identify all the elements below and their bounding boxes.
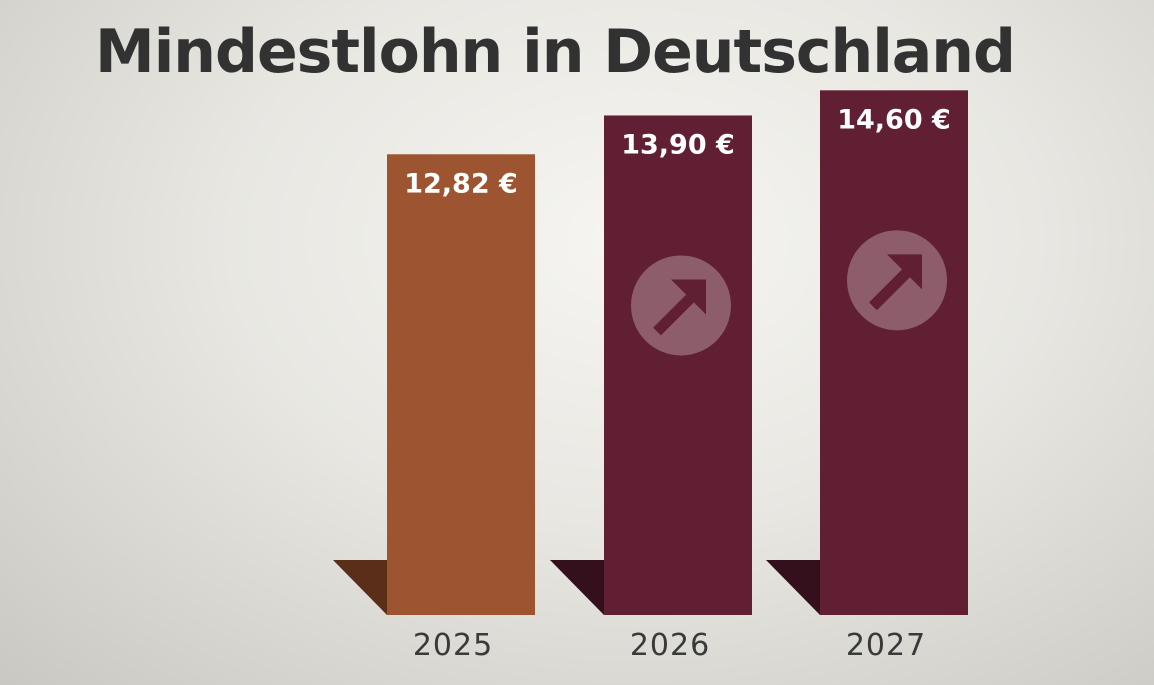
x-tick-label: 2025 (413, 628, 493, 663)
arrow-shaft (653, 288, 700, 336)
arrow-shaft (869, 263, 916, 311)
arrow-head (887, 254, 922, 290)
x-tick-label: 2026 (630, 628, 710, 663)
x-tick-label: 2027 (846, 628, 926, 663)
bar (387, 154, 535, 615)
bar (820, 90, 968, 615)
bar-shadow (550, 560, 604, 615)
chart-title: Mindestlohn in Deutschland (95, 17, 1016, 87)
bar-shadow (766, 560, 820, 615)
bar (604, 115, 752, 615)
bar-value-label: 12,82 € (404, 168, 518, 199)
bar-value-label: 14,60 € (837, 104, 951, 135)
bar-value-label: 13,90 € (621, 129, 735, 160)
bar-shadow (333, 560, 387, 615)
arrow-head (671, 279, 706, 315)
